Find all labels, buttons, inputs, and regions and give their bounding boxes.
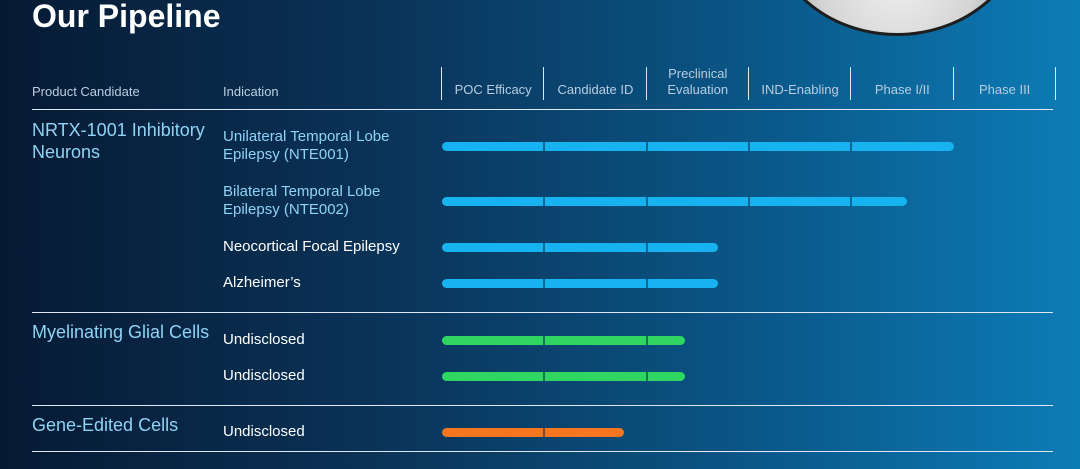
stage-divider [850, 67, 852, 100]
stage-divider [747, 67, 749, 100]
bar-segment-divider [645, 142, 648, 151]
bar-segment-divider [747, 197, 750, 206]
pipeline-bar [442, 142, 954, 151]
indication-label: Undisclosed [223, 423, 305, 440]
header-divider [32, 109, 1053, 110]
bar-segment-divider [850, 197, 853, 206]
indication-label: Undisclosed [223, 367, 305, 384]
bar-segment-divider [543, 197, 546, 206]
pipeline-bar [442, 428, 625, 437]
stage-label-preclinical-evaluation: Preclinical Evaluation [667, 66, 729, 97]
bar-segment-divider [645, 372, 648, 381]
stage-divider [645, 67, 647, 100]
stage-label-poc-efficacy: POC Efficacy [454, 82, 532, 97]
indication-label: Bilateral Temporal Lobe Epilepsy (NTE002… [223, 183, 381, 218]
indication-label: Neocortical Focal Epilepsy [223, 238, 400, 255]
bar-segment-divider [543, 142, 546, 151]
bar-segment-divider [543, 428, 546, 437]
bar-segment-divider [850, 142, 853, 151]
candidate-name: Gene-Edited Cells [32, 415, 179, 435]
pipeline-bar [442, 279, 719, 288]
candidate-name: Myelinating Glial Cells [32, 322, 210, 342]
stage-label-candidate-id: Candidate ID [557, 82, 634, 97]
pipeline-bar [442, 197, 908, 206]
bottom-divider [32, 451, 1053, 452]
header-indication: Indication [223, 84, 279, 99]
pipeline-bar [442, 243, 719, 252]
bar-segment-divider [645, 279, 648, 288]
stage-label-phase-i-ii: Phase I/II [874, 82, 930, 97]
bar-segment-divider [543, 279, 546, 288]
bar-segment-divider [645, 336, 648, 345]
header-product-candidate: Product Candidate [32, 84, 140, 99]
page-title: Our Pipeline [32, 0, 221, 34]
indication-label: Undisclosed [223, 331, 305, 348]
stage-label-phase-iii: Phase III [978, 82, 1031, 97]
bar-segment-divider [645, 197, 648, 206]
group-divider [32, 312, 1053, 313]
stage-label-ind-enabling: IND-Enabling [761, 82, 839, 97]
group-divider [32, 405, 1053, 406]
stage-divider [1054, 67, 1056, 100]
pipeline-bar [442, 372, 686, 381]
bar-segment-divider [543, 336, 546, 345]
bar-segment-divider [543, 243, 546, 252]
bar-segment-divider [543, 372, 546, 381]
presenter-photo [768, 0, 1026, 36]
stage-divider [952, 67, 954, 100]
bar-segment-divider [645, 243, 648, 252]
bar-segment-divider [747, 142, 750, 151]
candidate-name: NRTX-1001 Inhibitory Neurons [32, 120, 205, 162]
stage-divider [543, 67, 545, 100]
stage-divider [441, 67, 442, 100]
indication-label: Unilateral Temporal Lobe Epilepsy (NTE00… [223, 128, 390, 163]
pipeline-bar [442, 336, 686, 345]
indication-label: Alzheimer’s [223, 274, 301, 291]
